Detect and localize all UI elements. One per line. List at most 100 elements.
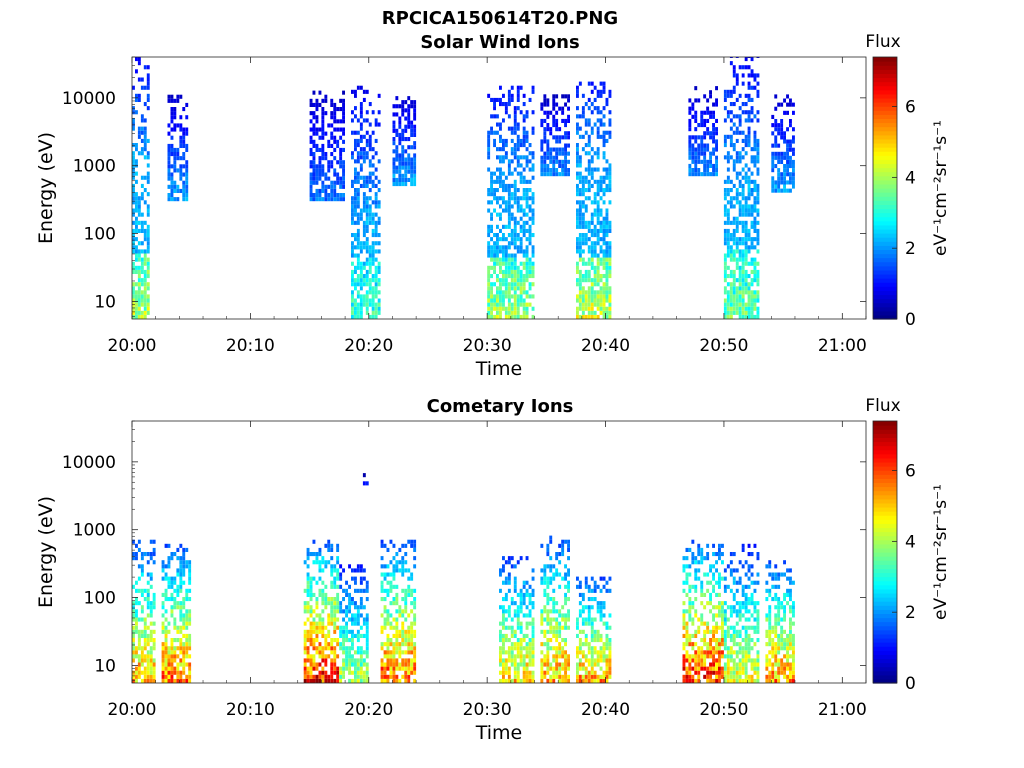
heatmap-cell	[605, 654, 609, 659]
heatmap-cell	[753, 662, 757, 667]
colorbar-step	[873, 196, 897, 201]
heatmap-cell	[685, 572, 689, 577]
heatmap-cell	[599, 306, 603, 311]
heatmap-cell	[167, 193, 171, 198]
heatmap-cell	[312, 621, 316, 626]
heatmap-cell	[590, 155, 594, 160]
heatmap-cell	[531, 261, 535, 266]
heatmap-cell	[519, 110, 523, 115]
heatmap-cell	[531, 208, 535, 213]
heatmap-cell	[602, 650, 606, 655]
heatmap-cell	[590, 159, 594, 164]
heatmap-cell	[499, 265, 502, 270]
heatmap-cell	[502, 674, 505, 679]
heatmap-cell	[383, 674, 387, 679]
heatmap-cell	[315, 638, 319, 643]
heatmap-cell	[312, 625, 316, 630]
heatmap-cell	[327, 560, 331, 565]
heatmap-cell	[362, 204, 366, 209]
heatmap-cell	[688, 670, 692, 675]
heatmap-cell	[516, 654, 520, 659]
heatmap-cell	[584, 674, 588, 679]
heatmap-cell	[374, 294, 378, 299]
heatmap-cell	[306, 638, 310, 643]
heatmap-cell	[356, 85, 360, 90]
heatmap-cell	[599, 188, 603, 193]
heatmap-cell	[688, 168, 692, 173]
heatmap-cell	[729, 126, 733, 131]
heatmap-cell	[587, 188, 591, 193]
heatmap-cell	[398, 678, 402, 683]
heatmap-cell	[729, 93, 733, 98]
heatmap-cell	[587, 167, 591, 172]
heatmap-cell	[584, 237, 588, 242]
heatmap-cell	[354, 580, 357, 585]
heatmap-cell	[738, 253, 742, 258]
heatmap-cell	[173, 156, 177, 161]
heatmap-cell	[706, 143, 710, 148]
heatmap-cell	[386, 654, 390, 659]
heatmap-cell	[741, 658, 745, 663]
heatmap-cell	[543, 605, 547, 610]
heatmap-cell	[602, 175, 606, 180]
heatmap-cell	[496, 249, 499, 254]
heatmap-cell	[371, 179, 375, 184]
heatmap-cell	[336, 107, 340, 112]
heatmap-cell	[368, 261, 372, 266]
heatmap-cell	[744, 625, 748, 630]
heatmap-cell	[715, 127, 718, 132]
heatmap-cell	[173, 580, 177, 585]
heatmap-cell	[354, 298, 357, 303]
heatmap-cell	[587, 617, 591, 622]
heatmap-cell	[718, 572, 721, 577]
heatmap-cell	[354, 196, 357, 201]
heatmap-cell	[368, 253, 372, 258]
heatmap-cell	[516, 200, 520, 205]
heatmap-cell	[584, 298, 588, 303]
heatmap-cell	[744, 224, 748, 229]
heatmap-cell	[726, 310, 730, 315]
heatmap-cell	[487, 200, 491, 205]
heatmap-cell	[712, 572, 715, 577]
heatmap-cell	[164, 564, 168, 569]
heatmap-cell	[715, 621, 718, 626]
heatmap-cell	[510, 192, 514, 197]
heatmap-cell	[146, 286, 150, 291]
heatmap-cell	[735, 286, 739, 291]
heatmap-cell	[510, 625, 514, 630]
heatmap-cell	[546, 601, 550, 606]
heatmap-cell	[315, 678, 319, 683]
heatmap-cell	[555, 568, 559, 573]
heatmap-cell	[738, 282, 742, 287]
heatmap-cell	[374, 151, 378, 156]
heatmap-cell	[496, 167, 499, 172]
heatmap-cell	[135, 143, 138, 148]
heatmap-cell	[540, 621, 544, 626]
heatmap-cell	[608, 306, 612, 311]
heatmap-cell	[362, 265, 366, 270]
heatmap-cell	[561, 678, 565, 683]
heatmap-cell	[747, 73, 751, 78]
heatmap-cell	[392, 112, 396, 117]
heatmap-cell	[321, 135, 325, 140]
heatmap-cell	[173, 184, 177, 189]
heatmap-cell	[339, 678, 343, 683]
heatmap-cell	[567, 168, 570, 173]
heatmap-cell	[309, 629, 313, 634]
heatmap-cell	[380, 580, 384, 585]
heatmap-cell	[410, 609, 414, 614]
heatmap-cell	[744, 208, 748, 213]
heatmap-cell	[546, 613, 550, 618]
heatmap-cell	[587, 286, 591, 291]
heatmap-cell	[345, 658, 348, 663]
heatmap-cell	[392, 182, 396, 187]
heatmap-cell	[413, 662, 417, 667]
heatmap-cell	[149, 662, 153, 667]
heatmap-cell	[490, 282, 493, 287]
heatmap-cell	[753, 138, 757, 143]
heatmap-cell	[143, 678, 147, 683]
heatmap-cell	[356, 175, 360, 180]
heatmap-cell	[729, 670, 733, 675]
heatmap-cell	[576, 625, 579, 630]
heatmap-cell	[593, 253, 597, 258]
